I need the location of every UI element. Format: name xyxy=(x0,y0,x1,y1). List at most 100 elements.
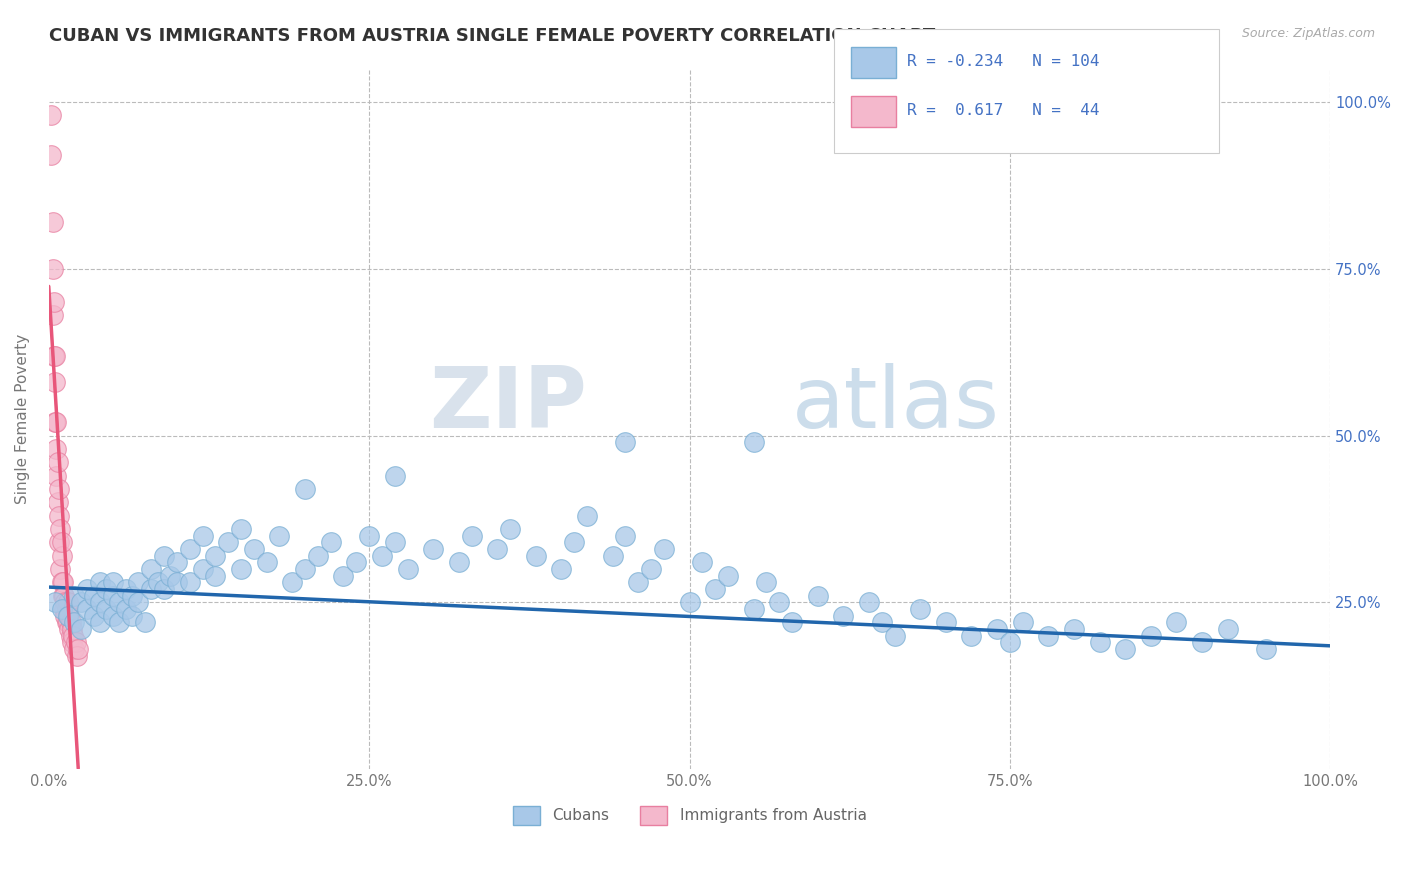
Point xyxy=(166,575,188,590)
Point xyxy=(742,602,765,616)
Point xyxy=(1114,642,1136,657)
Point xyxy=(39,148,62,162)
Point xyxy=(127,595,149,609)
Point xyxy=(41,261,63,276)
Point xyxy=(48,482,70,496)
Point xyxy=(56,615,79,630)
Point xyxy=(45,442,67,456)
Point xyxy=(1011,615,1033,630)
Point xyxy=(153,549,176,563)
Point xyxy=(127,575,149,590)
Point xyxy=(67,642,90,657)
Point xyxy=(717,568,740,582)
Point xyxy=(229,522,252,536)
Point xyxy=(55,608,77,623)
Point xyxy=(960,629,983,643)
Point xyxy=(114,602,136,616)
Point xyxy=(191,562,214,576)
Point xyxy=(204,568,226,582)
Point xyxy=(42,349,65,363)
Point xyxy=(229,562,252,576)
Point xyxy=(49,562,72,576)
Text: atlas: atlas xyxy=(792,363,1000,446)
Point xyxy=(179,542,201,557)
Point xyxy=(562,535,585,549)
Point xyxy=(58,608,80,623)
Point xyxy=(55,602,77,616)
Point xyxy=(858,595,880,609)
Point xyxy=(121,608,143,623)
Point xyxy=(96,602,118,616)
Text: R =  0.617   N =  44: R = 0.617 N = 44 xyxy=(907,103,1099,118)
Point xyxy=(1191,635,1213,649)
Point xyxy=(1216,622,1239,636)
Point xyxy=(281,575,304,590)
Text: Source: ZipAtlas.com: Source: ZipAtlas.com xyxy=(1241,27,1375,40)
Point xyxy=(422,542,444,557)
Point xyxy=(39,108,62,122)
Point xyxy=(48,508,70,523)
Point xyxy=(344,555,367,569)
Point xyxy=(89,595,111,609)
Point xyxy=(45,415,67,429)
Text: ZIP: ZIP xyxy=(429,363,586,446)
Point xyxy=(51,602,73,616)
Point xyxy=(114,582,136,596)
Point xyxy=(692,555,714,569)
Point xyxy=(56,608,79,623)
Point xyxy=(101,589,124,603)
Point xyxy=(307,549,329,563)
Point xyxy=(55,615,77,630)
Point xyxy=(870,615,893,630)
Point xyxy=(1256,642,1278,657)
Point xyxy=(396,562,419,576)
Point xyxy=(60,622,83,636)
Point xyxy=(51,575,73,590)
Point xyxy=(69,622,91,636)
Point xyxy=(652,542,675,557)
Point xyxy=(101,608,124,623)
Point xyxy=(153,582,176,596)
Point xyxy=(780,615,803,630)
Point xyxy=(269,529,291,543)
Point xyxy=(108,615,131,630)
Point xyxy=(76,582,98,596)
Point xyxy=(575,508,598,523)
Point xyxy=(1088,635,1111,649)
Point xyxy=(59,615,82,630)
Point xyxy=(704,582,727,596)
Point xyxy=(678,595,700,609)
Point xyxy=(44,349,66,363)
Point xyxy=(204,549,226,563)
Point xyxy=(908,602,931,616)
Point xyxy=(63,589,86,603)
Point xyxy=(44,595,66,609)
Point xyxy=(384,468,406,483)
Point xyxy=(1063,622,1085,636)
Point xyxy=(614,529,637,543)
Point xyxy=(1166,615,1188,630)
Point xyxy=(499,522,522,536)
Point xyxy=(49,522,72,536)
Point xyxy=(159,568,181,582)
Point xyxy=(63,642,86,657)
Point xyxy=(96,582,118,596)
Point xyxy=(359,529,381,543)
Point xyxy=(768,595,790,609)
Legend: Cubans, Immigrants from Austria: Cubans, Immigrants from Austria xyxy=(513,806,866,825)
Point xyxy=(76,602,98,616)
Point xyxy=(384,535,406,549)
Point xyxy=(371,549,394,563)
Point xyxy=(807,589,830,603)
Point xyxy=(83,608,105,623)
Point xyxy=(179,575,201,590)
Point xyxy=(59,629,82,643)
Point xyxy=(217,535,239,549)
Point xyxy=(41,215,63,229)
Point xyxy=(108,595,131,609)
Point xyxy=(755,575,778,590)
Point xyxy=(46,455,69,469)
Point xyxy=(89,615,111,630)
Point xyxy=(89,575,111,590)
Point xyxy=(44,415,66,429)
